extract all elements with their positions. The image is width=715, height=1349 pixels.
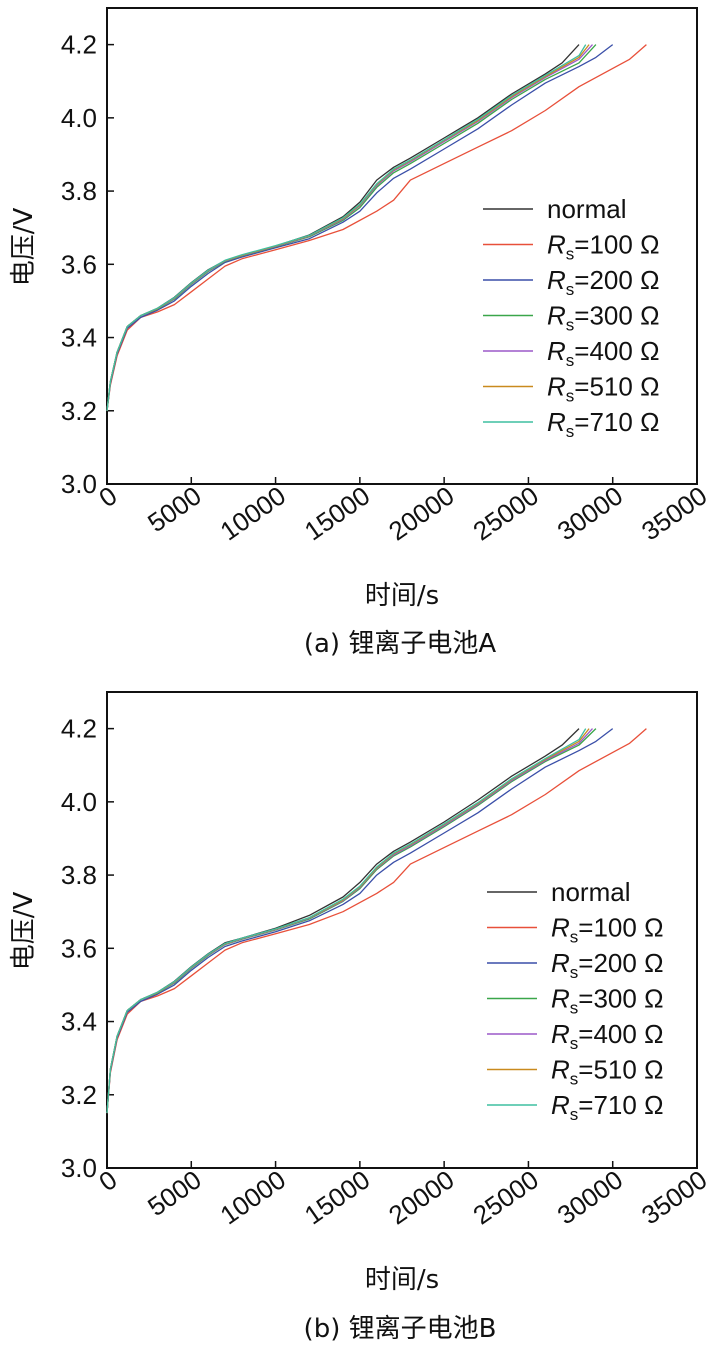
- legend-label: Rs=100 Ω: [547, 230, 660, 264]
- legend-label: Rs=510 Ω: [551, 1055, 664, 1089]
- y-tick-label: 3.2: [61, 396, 97, 426]
- y-tick-label: 3.4: [61, 1007, 97, 1037]
- panel-caption: (a) 锂离子电池A: [304, 629, 496, 659]
- x-axis-label: 时间/s: [365, 1265, 439, 1295]
- series-line-rs-300: [106, 728, 597, 1114]
- series-line-normal: [106, 728, 580, 1114]
- y-tick-label: 4.0: [61, 103, 97, 133]
- x-tick-label: 5000: [142, 480, 207, 538]
- y-axis-label: 电压/V: [9, 892, 39, 971]
- y-tick-label: 3.8: [61, 176, 97, 206]
- legend-label: Rs=300 Ω: [547, 301, 660, 335]
- legend-label: Rs=200 Ω: [551, 948, 664, 982]
- panel-caption: (b) 锂离子电池B: [304, 1314, 497, 1344]
- x-tick-label: 15000: [299, 1164, 375, 1230]
- chart-panel-a: 3.0 3.2 3.4 3.6 3.8 4.0 4.2 0 5000 10000 15000 2000…: [9, 7, 712, 659]
- legend-label: normal: [547, 194, 626, 224]
- y-tick-label: 3.8: [61, 860, 97, 890]
- x-tick-label: 25000: [467, 480, 543, 546]
- series-line-rs-200: [106, 728, 614, 1114]
- series-line-rs-710: [106, 728, 587, 1114]
- legend-label: Rs=400 Ω: [551, 1019, 664, 1053]
- legend-label: Rs=710 Ω: [547, 407, 660, 441]
- y-tick-label: 3.2: [61, 1080, 97, 1110]
- x-axis-label: 时间/s: [365, 581, 439, 611]
- series-line-rs-300: [106, 44, 597, 411]
- y-axis-label: 电压/V: [9, 208, 39, 287]
- series-line-rs-710: [106, 44, 587, 411]
- legend-label: Rs=400 Ω: [547, 336, 660, 370]
- series-line-rs-510: [106, 44, 590, 411]
- legend-label: Rs=510 Ω: [547, 372, 660, 406]
- x-tick-label: 30000: [552, 1164, 628, 1230]
- legend-label: normal: [551, 877, 630, 907]
- plot-frame: [106, 691, 698, 1169]
- x-tick-label: 0: [93, 480, 122, 513]
- legend-label: Rs=710 Ω: [551, 1090, 664, 1124]
- plot-frame: [106, 7, 698, 485]
- y-tick-label: 3.0: [61, 1153, 97, 1183]
- y-tick-label: 3.6: [61, 249, 97, 279]
- x-tick-label: 10000: [215, 480, 291, 546]
- series-line-rs-400: [106, 728, 593, 1114]
- x-tick-label: 15000: [299, 480, 375, 546]
- x-tick-label: 0: [93, 1164, 122, 1197]
- series-line-rs-200: [106, 44, 614, 411]
- x-tick-label: 35000: [636, 1164, 712, 1230]
- y-tick-label: 4.2: [61, 714, 97, 744]
- x-tick-label: 20000: [383, 480, 459, 546]
- y-tick-label: 4.2: [61, 30, 97, 60]
- y-tick-label: 4.0: [61, 787, 97, 817]
- legend-label: Rs=300 Ω: [551, 984, 664, 1018]
- legend-label: Rs=200 Ω: [547, 265, 660, 299]
- y-tick-label: 3.0: [61, 469, 97, 499]
- x-tick-label: 10000: [215, 1164, 291, 1230]
- chart-panel-b: 3.0 3.2 3.4 3.6 3.8 4.0 4.2 0 5000 10000 15000 2000…: [9, 691, 712, 1344]
- x-tick-label: 20000: [383, 1164, 459, 1230]
- x-tick-label: 5000: [142, 1164, 207, 1222]
- x-tick-label: 25000: [467, 1164, 543, 1230]
- x-tick-label: 35000: [636, 480, 712, 546]
- y-tick-label: 3.4: [61, 323, 97, 353]
- y-tick-label: 3.6: [61, 933, 97, 963]
- legend-label: Rs=100 Ω: [551, 913, 664, 947]
- x-tick-label: 30000: [552, 480, 628, 546]
